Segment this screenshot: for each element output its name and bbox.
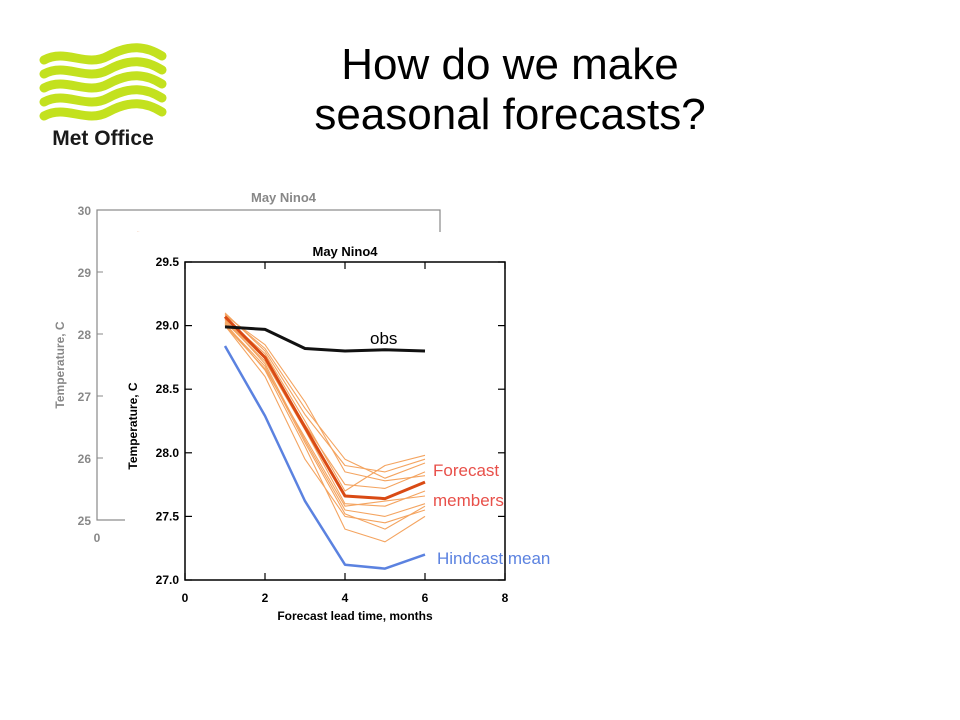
hindcast-label: Hindcast mean [437, 549, 550, 568]
forecast-member-line-8 [224, 323, 426, 530]
forecast-label-line-2: members [433, 491, 504, 510]
forecast-member-line-1 [224, 318, 426, 517]
x-tick-label: 4 [342, 591, 349, 605]
y-tick-label: 29.5 [156, 255, 180, 269]
forecast-mean-line [223, 315, 426, 501]
slide-title: How do we make seasonal forecasts? [250, 40, 770, 140]
met-office-logo: Met Office [39, 43, 167, 150]
background-y-tick-label: 29 [78, 266, 92, 280]
logo-wave-0 [39, 43, 167, 65]
logo-text: Met Office [52, 127, 154, 150]
y-tick-label: 27.5 [156, 509, 180, 523]
y-tick-label: 28.0 [156, 446, 180, 460]
y-axis-label: Temperature, C [126, 382, 140, 469]
foreground-chart: May Nino4 0 2 4 6 8 27.0 27.5 28.0 28.5 29.0 29.5 Fo… [125, 232, 550, 630]
y-tick-label: 27.0 [156, 573, 180, 587]
logo-wave-1 [39, 57, 167, 79]
title-line-2: seasonal forecasts? [314, 90, 706, 139]
title-line-1: How do we make [341, 40, 679, 89]
background-y-tick-label: 26 [78, 452, 92, 466]
background-y-tick-label: 27 [78, 390, 92, 404]
forecast-label-line-1: Forecast [433, 461, 499, 480]
y-tick-label: 28.5 [156, 382, 180, 396]
plot-frame [184, 261, 506, 581]
obs-line [224, 325, 426, 353]
forecast-member-line-10 [224, 325, 426, 507]
forecast-member-line-4 [224, 325, 426, 524]
background-y-axis-label: Temperature, C [53, 321, 67, 408]
background-y-tick-label: 28 [78, 328, 92, 342]
hindcast-line [223, 345, 426, 570]
forecast-member-line-3 [224, 314, 426, 482]
x-axis-label: Forecast lead time, months [277, 609, 433, 623]
chart-title: May Nino4 [312, 244, 378, 259]
obs-label: obs [370, 329, 397, 348]
background-y-tick-label: 25 [78, 514, 92, 528]
forecast-member-line-0 [224, 312, 426, 473]
background-chart-title: May Nino4 [251, 190, 317, 205]
background-x-tick-label: 0 [94, 531, 101, 545]
forecast-member-line-7 [224, 313, 426, 479]
logo-wave-3 [39, 85, 167, 107]
x-tick-label: 2 [262, 591, 269, 605]
forecast-member-line-5 [224, 317, 426, 492]
background-y-tick-label: 30 [78, 204, 92, 218]
wave-icon [39, 43, 167, 121]
x-tick-label: 6 [422, 591, 429, 605]
logo-wave-2 [39, 71, 167, 93]
logo-wave-4 [39, 99, 167, 121]
y-tick-label: 29.0 [156, 319, 180, 333]
x-tick-label: 8 [502, 591, 509, 605]
x-tick-label: 0 [182, 591, 189, 605]
forecast-member-line-6 [224, 321, 426, 507]
